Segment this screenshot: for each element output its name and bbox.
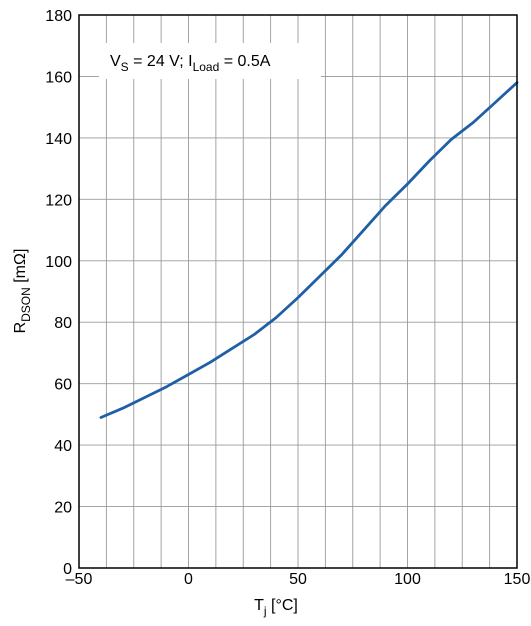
annotation-text-part-2: = 24 V; I (129, 53, 193, 70)
y-tick-label: 120 (45, 192, 72, 209)
x-axis-label-part-2: [°C] (267, 597, 298, 614)
annotation-text: VS = 24 V; ILoad = 0.5A (110, 53, 271, 74)
y-axis-label: RDSON [mΩ] (12, 249, 33, 334)
y-tick-label: 180 (45, 8, 72, 25)
annotation-layer: VS = 24 V; ILoad = 0.5A (99, 43, 321, 79)
annotation-text-part-3: Load (193, 60, 220, 74)
y-tick-label: 160 (45, 69, 72, 86)
x-tick-label: 50 (289, 571, 307, 588)
x-tick-label: 150 (504, 571, 531, 588)
y-axis-label-part-2: [mΩ] (12, 249, 29, 288)
annotation-text-part-0: V (110, 53, 121, 70)
x-tick-label: 0 (184, 571, 193, 588)
x-axis-label-part-0: T (254, 597, 264, 614)
annotation-text-part-4: = 0.5A (219, 53, 270, 70)
x-axis-label-part-1: j (263, 604, 267, 618)
y-axis-label-part-0: R (12, 322, 29, 334)
x-tick-label: –50 (66, 571, 93, 588)
y-tick-label: 0 (63, 561, 72, 578)
x-tick-label: 100 (394, 571, 421, 588)
y-axis-label-part-1: DSON (19, 287, 33, 322)
axis-labels: Tj [°C] RDSON [mΩ] (12, 249, 298, 618)
grid (79, 15, 517, 568)
annotation-box (99, 43, 321, 79)
series-layer (99, 81, 519, 419)
annotation-text-part-1: S (121, 60, 129, 74)
series-line (99, 81, 519, 419)
x-axis-label: Tj [°C] (254, 597, 298, 618)
y-tick-label: 100 (45, 254, 72, 271)
y-tick-label: 140 (45, 131, 72, 148)
plot-frame (78, 14, 518, 569)
y-tick-label: 20 (54, 500, 72, 517)
y-tick-label: 40 (54, 438, 72, 455)
y-tick-label: 60 (54, 377, 72, 394)
y-tick-label: 80 (54, 315, 72, 332)
